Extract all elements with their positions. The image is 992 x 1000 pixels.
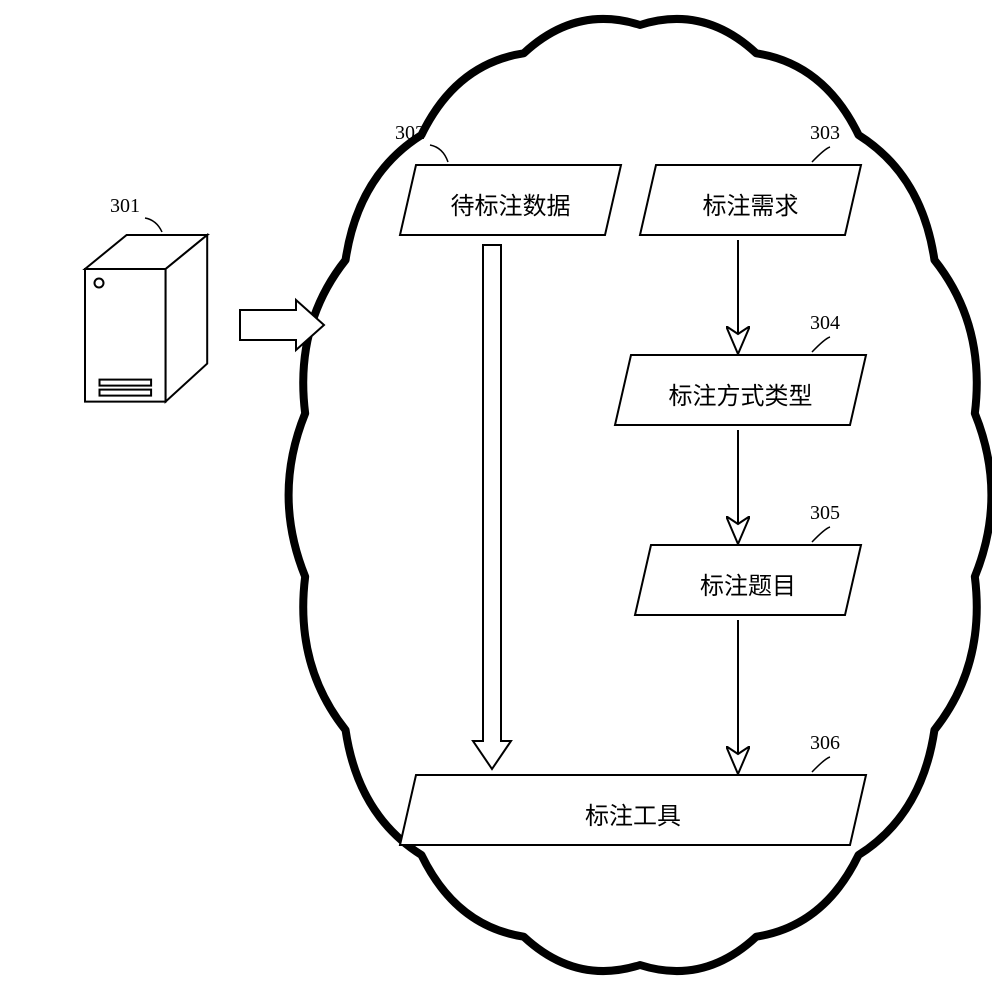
node-303 bbox=[640, 165, 861, 235]
node-304 bbox=[615, 355, 866, 425]
node-306 bbox=[400, 775, 866, 845]
server-icon bbox=[85, 235, 207, 402]
node-305 bbox=[635, 545, 861, 615]
node-302 bbox=[400, 165, 621, 235]
diagram-canvas bbox=[0, 0, 992, 1000]
